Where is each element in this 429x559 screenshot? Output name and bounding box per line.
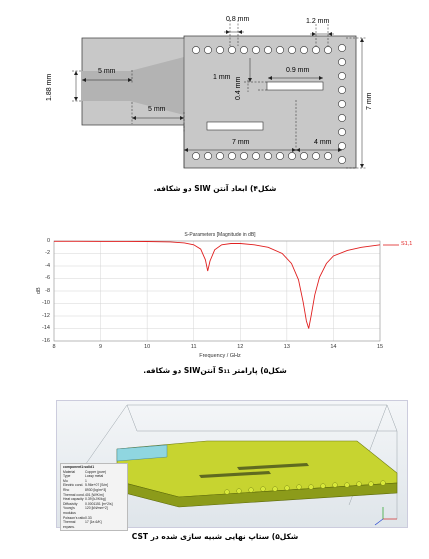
material-value: 17 [1e-6/K] [85,520,102,525]
y-tick-label: -8 [45,287,50,294]
y-tick-label: 0 [46,237,50,244]
antenna-outline [81,35,357,169]
dim-board-width: 7 mm [366,92,373,111]
end-via-column [338,44,346,164]
slot-lower [206,121,264,131]
material-row: Material Copper (pure) [63,470,125,475]
material-row: Poisson's ratio 0.33 [63,516,125,521]
cst-viewport: component1:solid1 Material Copper (pure) T… [56,400,408,532]
x-tick-label: 12 [237,344,244,350]
x-tick-label: 8 [52,344,56,350]
s11-series-line [54,240,381,329]
dim-via-pitch: 1.2 mm [306,18,330,25]
material-key: Type [63,474,71,479]
s11-chart [53,240,399,342]
material-key: Thermal cond. [63,492,85,497]
x-tick-label: 10 [144,344,151,350]
top-via-row [192,46,332,54]
via-row-3d [224,480,386,495]
antenna-drawing [72,20,366,169]
material-row: Rho 8930 [kg/m^3] [63,488,125,493]
material-row: Type Lossy metal [63,474,125,479]
material-value: Lossy metal [85,474,104,479]
material-key: Mu [63,478,68,483]
material-panel-title: component1:solid1 [63,465,95,469]
material-key: Rho [63,487,70,492]
material-value: Copper (pure) [85,469,107,474]
material-key: Young's modulus [63,506,76,515]
feed-taper [82,57,184,115]
x-tick-label: 14 [330,344,337,350]
slot-3d-a [237,463,309,470]
bottom-via-row [192,152,332,160]
material-value: 8930 [kg/m^3] [85,487,107,492]
y-axis-label: dB [36,287,42,294]
material-value: 1 [85,478,87,483]
material-key: Electric cond. [63,483,84,488]
plot-frame [53,240,381,342]
material-row: Thermal cond. 401 [W/K/m] [63,493,125,498]
dim-slot-offset: 1 mm [213,74,231,81]
material-value: 5.96e+07 [S/m] [85,483,109,488]
material-info-panel: component1:solid1 Material Copper (pure) T… [60,463,128,532]
y-tick-label: -4 [45,262,50,269]
cst-3d-model [66,404,398,526]
axes-triad [374,507,397,526]
material-key: Diffusivity [63,501,78,506]
figure4-caption: شکل۴) ابعاد آنتن SIW دو شکافه. [153,184,277,193]
figure6-caption: شکل۵) ستاپ نهایی شبیه سازی شده در CST [131,532,299,541]
y-tick-label: -10 [42,300,50,306]
dim-via-spacing: 0.8 mm [226,16,250,23]
y-tick-label: -16 [42,337,50,344]
material-key: Material [63,469,76,474]
x-tick-label: 9 [99,344,103,350]
material-value: 0.33 [85,515,92,520]
material-row: Diffusivity 0.0001151 [m^2/s] [63,502,125,507]
dim-slot2-position: 7 mm [232,139,250,146]
material-key: Heat capacity [63,497,84,502]
dim-slot-length: 0.9 mm [286,67,310,74]
chart-title: S-Parameters [Magnitude in dB] [184,232,256,238]
material-value: 0.0001151 [m^2/s] [85,501,113,506]
x-axis-label: Frequency / GHz [199,353,241,359]
material-row: Thermal expans. 17 [1e-6/K] [63,520,125,529]
chart-grid [53,240,381,342]
material-key: Thermal expans. [63,520,76,529]
antenna-dimension-figure: 0.8 mm 1.2 mm 5 mm 1.88 mm 5 mm 1 mm 0.4… [0,0,429,200]
slot-3d-b [199,471,271,478]
dim-slot-to-end: 4 mm [314,139,332,146]
material-value: 0.39 [kJ/K/kg] [85,497,106,502]
y-tick-label: -14 [42,325,50,331]
dim-slot-width: 0.4 mm [235,76,242,100]
material-key: Poisson's ratio [63,515,85,520]
dim-taper-length: 5 mm [148,106,166,113]
material-row: Electric cond. 5.96e+07 [S/m] [63,483,125,488]
material-row: Heat capacity 0.39 [kJ/K/kg] [63,497,125,502]
cst-setup-figure: component1:solid1 Material Copper (pure) T… [0,400,429,559]
material-value: 120 [kN/mm^2] [85,506,108,511]
material-value: 401 [W/K/m] [85,492,104,497]
x-tick-label: 13 [283,344,290,350]
y-tick-label: -12 [42,312,50,319]
feed-port [116,444,168,462]
material-row: Young's modulus 120 [kN/mm^2] [63,506,125,515]
s-parameter-figure: S-Parameters [Magnitude in dB] S1,1 0 -2 -… [0,222,429,382]
y-tick-label: -6 [45,275,50,281]
y-tick-label: -2 [45,250,50,256]
slot-upper [266,81,324,91]
legend-label: S1,1 [401,241,413,247]
dim-feed-width: 1.88 mm [46,73,53,101]
dim-feed-length: 5 mm [98,68,116,75]
x-tick-label: 11 [190,344,197,350]
material-row: Mu 1 [63,479,125,484]
x-tick-label: 15 [376,344,384,350]
figure5-caption: شکل۵) پارامتر S₁₁ آنتنSIW دو شکافه. [143,366,287,375]
